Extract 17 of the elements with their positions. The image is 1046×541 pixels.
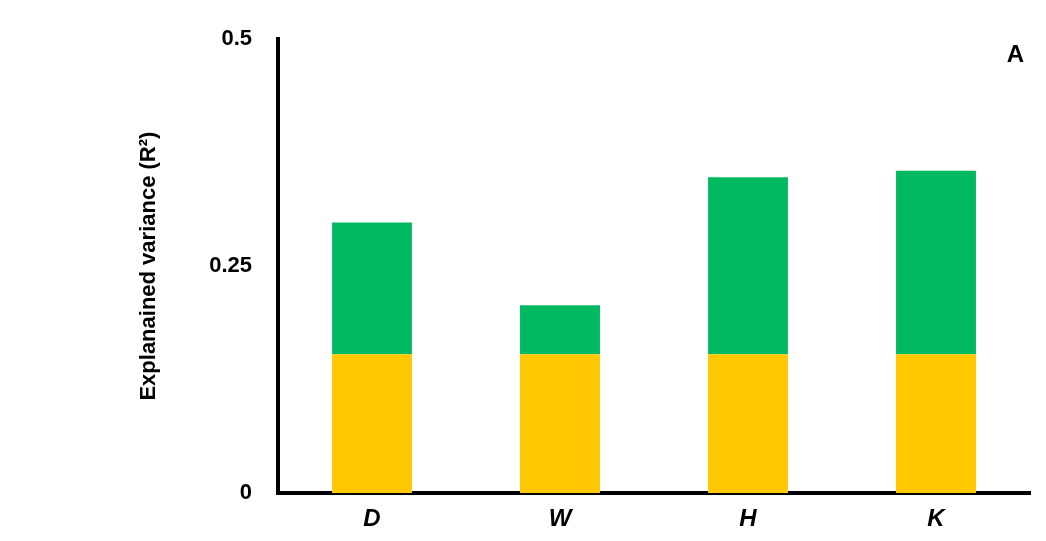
- x-tick-label: H: [739, 504, 758, 532]
- bar: [708, 354, 788, 493]
- bar: [896, 354, 976, 493]
- bar: [708, 177, 788, 355]
- bar: [896, 170, 976, 355]
- x-tick-label: W: [548, 504, 574, 532]
- annotation: A: [1006, 39, 1024, 67]
- bar: [520, 354, 600, 493]
- x-tick-label: K: [927, 504, 947, 532]
- x-tick-label: D: [363, 504, 381, 532]
- y-tick-label: 0.5: [221, 25, 252, 51]
- bar: [332, 222, 412, 355]
- y-tick-label: 0.25: [209, 252, 252, 278]
- bar: [332, 354, 412, 493]
- bar: [520, 305, 600, 355]
- y-axis-title: Explanained variance (R²): [135, 131, 161, 401]
- y-tick-label: 0: [239, 479, 252, 505]
